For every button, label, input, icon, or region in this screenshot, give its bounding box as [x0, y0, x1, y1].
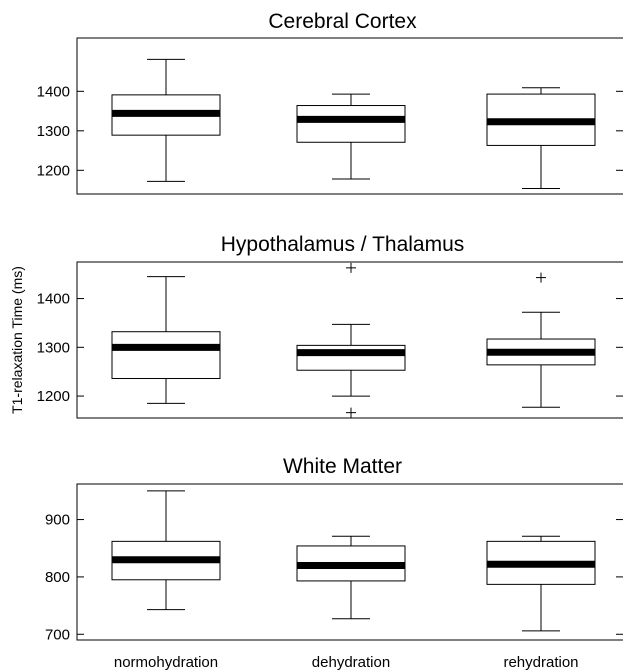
- y-tick-label: 1200: [37, 388, 70, 405]
- x-category-label: normohydration: [114, 654, 218, 671]
- plot-frame: [76, 261, 623, 419]
- box-iqr: [111, 331, 221, 380]
- y-tick-label: 700: [45, 626, 70, 643]
- plot-frame: [76, 483, 623, 641]
- plot-frame: [76, 37, 623, 195]
- box-iqr: [296, 105, 406, 143]
- y-tick-label: 1200: [37, 162, 70, 179]
- x-category-label: rehydration: [503, 654, 578, 671]
- y-tick-label: 1400: [37, 83, 70, 100]
- y-tick-label: 1400: [37, 291, 70, 308]
- y-tick-label: 1300: [37, 123, 70, 140]
- y-tick-label: 1300: [37, 339, 70, 356]
- panel-title: White Matter: [283, 455, 402, 478]
- panel-title: Cerebral Cortex: [268, 10, 417, 33]
- y-tick-label: 900: [45, 512, 70, 529]
- x-category-label: dehydration: [312, 654, 390, 671]
- y-tick-label: 800: [45, 569, 70, 586]
- y-axis-label: T1-relaxation Time (ms): [9, 266, 25, 414]
- box-iqr: [296, 344, 406, 371]
- panel-title: Hypothalamus / Thalamus: [221, 233, 465, 256]
